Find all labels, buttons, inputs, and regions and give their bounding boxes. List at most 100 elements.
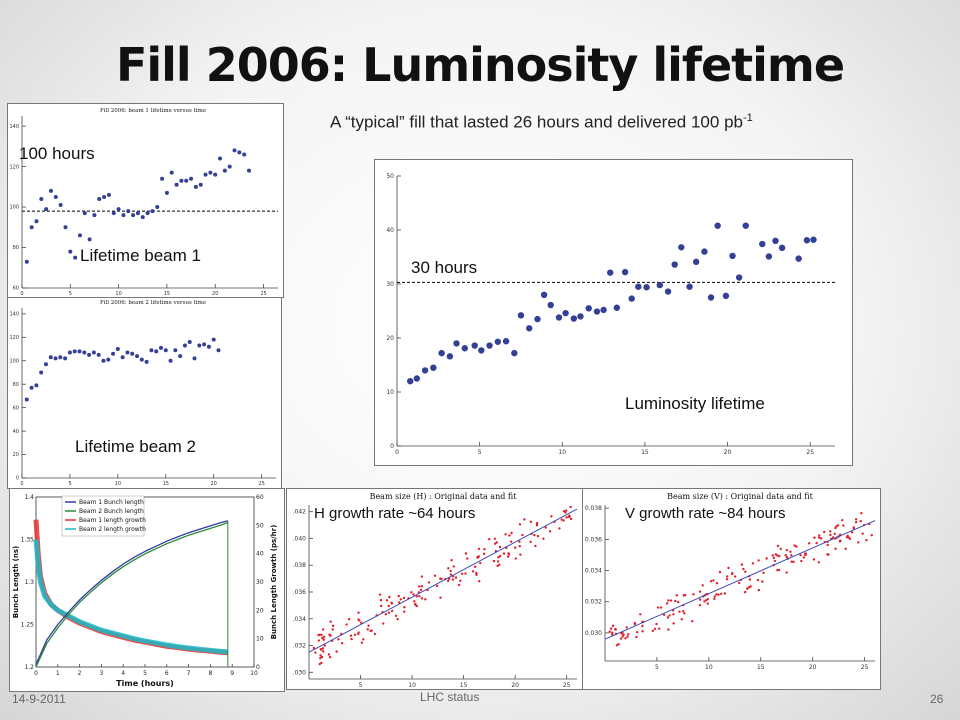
data-point <box>846 534 849 538</box>
data-point <box>384 612 388 616</box>
data-point <box>633 622 637 626</box>
data-point <box>725 575 729 578</box>
x-tick-label: 20 <box>211 481 217 487</box>
x-tick-label: 10 <box>115 291 121 297</box>
data-point <box>836 524 840 527</box>
x-tick-label: 1 <box>56 670 60 677</box>
data-point <box>737 581 741 585</box>
data-point <box>464 572 467 575</box>
data-point <box>625 626 628 629</box>
data-point <box>510 531 513 535</box>
x-tick-label: 15 <box>164 291 170 297</box>
v-beam-size-chart: Beam size (V) : Original data and fit 5 10… <box>582 488 881 690</box>
data-point <box>790 560 793 563</box>
data-point <box>567 515 570 518</box>
data-point <box>544 526 547 529</box>
data-point <box>848 537 852 541</box>
data-point <box>379 604 383 608</box>
data-point <box>453 340 460 347</box>
data-point <box>48 188 53 193</box>
x-tick-label: 15 <box>460 682 468 689</box>
footer-date: 14-9-2011 <box>12 692 66 706</box>
data-point <box>498 563 501 566</box>
beam1-reference-label: 100 hours <box>19 144 95 163</box>
data-point <box>111 211 116 216</box>
data-point <box>800 559 803 563</box>
data-point <box>237 150 242 155</box>
data-point <box>733 575 737 578</box>
data-point <box>211 337 216 342</box>
data-point <box>319 648 323 651</box>
y-tick-label: 1.3 <box>24 579 34 586</box>
data-point <box>390 602 394 605</box>
data-point <box>353 633 357 637</box>
data-point <box>496 564 499 568</box>
data-point <box>488 537 491 541</box>
data-point <box>564 511 567 514</box>
data-point <box>627 633 630 636</box>
data-point <box>651 629 655 633</box>
chart-title: Fill 2006: beam 1 lifetime versus time <box>100 108 206 114</box>
data-point <box>329 620 332 623</box>
data-point <box>772 556 776 560</box>
data-point <box>67 350 72 355</box>
data-point <box>608 630 611 633</box>
data-point <box>126 209 131 214</box>
data-point <box>189 176 194 181</box>
data-point <box>548 530 552 533</box>
data-point <box>53 194 58 199</box>
data-point <box>163 348 168 353</box>
data-point <box>24 397 29 402</box>
data-point <box>570 315 578 322</box>
x-tick-label: 5 <box>69 291 72 297</box>
data-point <box>410 591 413 594</box>
data-point <box>179 178 184 183</box>
data-point <box>713 595 716 598</box>
data-point <box>535 523 539 527</box>
data-point <box>795 255 802 262</box>
data-point <box>662 613 666 617</box>
data-point <box>222 168 227 173</box>
data-point <box>178 354 183 359</box>
data-point <box>44 207 49 212</box>
data-point <box>497 556 500 559</box>
y2-tick-label: 20 <box>256 607 264 614</box>
page-number: 26 <box>930 692 944 706</box>
y-tick-label: 1.25 <box>21 622 35 629</box>
data-point <box>173 348 178 353</box>
data-point <box>692 593 695 596</box>
data-point <box>643 284 650 291</box>
fit-line <box>604 520 876 640</box>
data-point <box>187 340 192 344</box>
y-tick-label: 40 <box>386 227 394 234</box>
data-point <box>454 576 458 579</box>
data-point <box>493 537 497 540</box>
data-point <box>203 172 208 177</box>
data-point <box>626 635 629 638</box>
data-point <box>131 213 136 218</box>
data-point <box>486 342 493 349</box>
x-tick-label: 20 <box>809 664 817 671</box>
data-point <box>357 632 360 636</box>
data-point <box>322 635 326 639</box>
data-point <box>447 567 450 570</box>
data-point <box>518 544 521 548</box>
x-tick-label: 5 <box>478 449 482 456</box>
y-tick-label: 0.034 <box>585 568 602 575</box>
data-point <box>184 178 189 183</box>
legend-entry: Beam 2 length growth <box>79 526 146 533</box>
data-point <box>692 258 700 266</box>
data-point <box>213 172 218 177</box>
data-point <box>202 342 207 347</box>
y-tick-label: 120 <box>9 335 19 341</box>
data-point <box>492 559 496 563</box>
data-point <box>502 338 510 345</box>
data-point <box>39 196 44 201</box>
data-point <box>748 578 752 581</box>
chart-title: Beam size (H) : Original data and fit <box>370 492 518 501</box>
data-point <box>833 532 836 536</box>
x-tick-label: 25 <box>861 664 869 671</box>
data-point <box>778 244 786 252</box>
data-point <box>319 654 322 657</box>
data-point <box>439 596 442 599</box>
